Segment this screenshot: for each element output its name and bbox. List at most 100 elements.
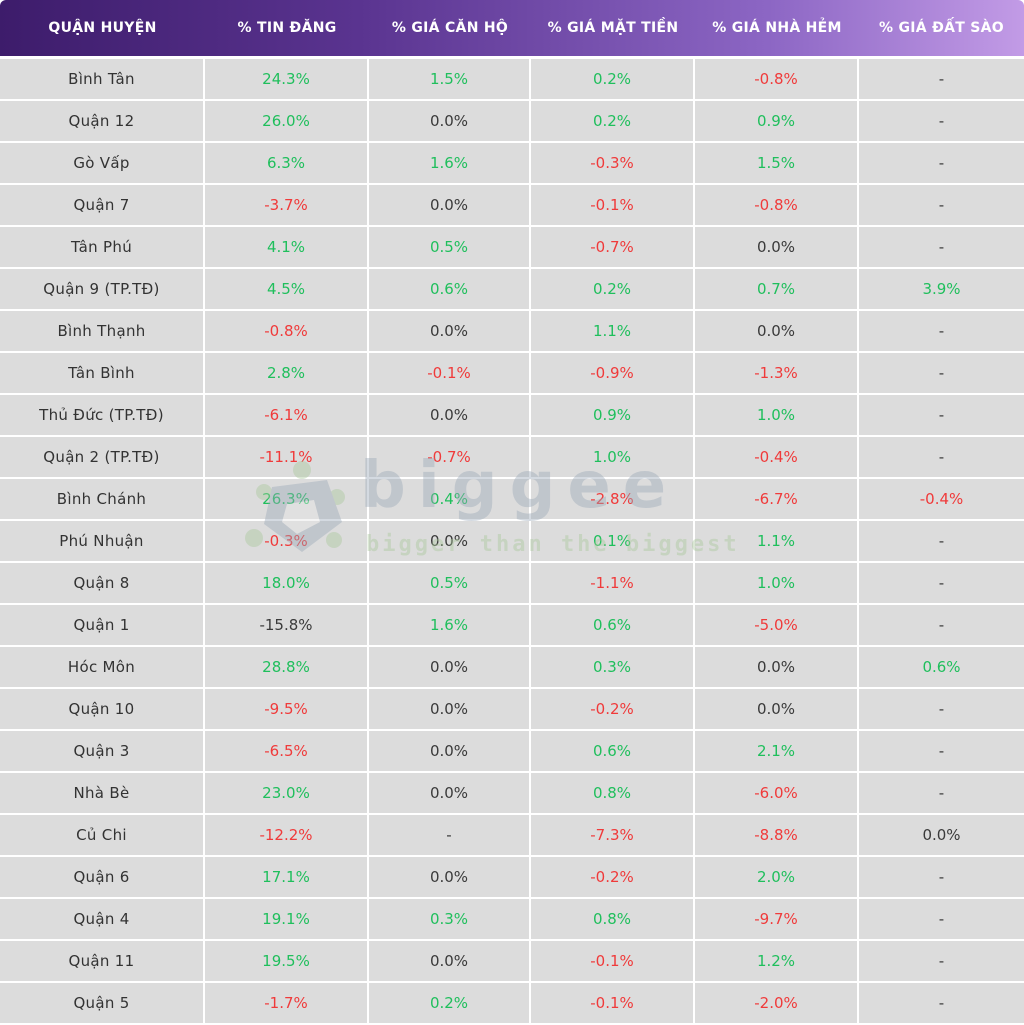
land-price-cell: - [859,605,1024,647]
header-apartment-price: % GIÁ CĂN HỘ [391,20,509,36]
listings-cell: 19.1% [205,899,369,941]
district-name-cell: Hóc Môn [0,647,205,689]
apartment-price-cell: -0.7% [369,437,531,479]
land-price-cell: - [859,353,1024,395]
land-price-cell: 0.6% [859,647,1024,689]
alley-house-price-cell: 1.2% [695,941,859,983]
alley-house-price-cell: -5.0% [695,605,859,647]
apartment-price-cell: -0.1% [369,353,531,395]
alley-house-price-cell: 1.0% [695,395,859,437]
listings-cell: -1.7% [205,983,369,1025]
table-row: Củ Chi -12.2% - -7.3% -8.8% 0.0% [0,815,1024,857]
listings-cell: 2.8% [205,353,369,395]
district-name-cell: Bình Thạnh [0,311,205,353]
listings-cell: -6.5% [205,731,369,773]
alley-house-price-cell: 1.0% [695,563,859,605]
district-name-cell: Bình Tân [0,56,205,101]
listings-cell: 24.3% [205,56,369,101]
listings-cell: 18.0% [205,563,369,605]
district-name-cell: Nhà Bè [0,773,205,815]
table-row: Quận 2 (TP.TĐ) -11.1% -0.7% 1.0% -0.4% - [0,437,1024,479]
street-front-price-cell: 0.8% [531,773,695,815]
street-front-price-cell: -0.3% [531,143,695,185]
apartment-price-cell: 0.5% [369,227,531,269]
apartment-price-cell: 0.6% [369,269,531,311]
apartment-price-cell: 0.0% [369,521,531,563]
listings-cell: 4.1% [205,227,369,269]
alley-house-price-cell: -0.8% [695,185,859,227]
alley-house-price-cell: -8.8% [695,815,859,857]
district-name-cell: Quận 1 [0,605,205,647]
apartment-price-cell: 0.0% [369,101,531,143]
district-name-cell: Quận 11 [0,941,205,983]
land-price-cell: - [859,56,1024,101]
table-header-row: QUẬN HUYỆN % TIN ĐĂNG % GIÁ CĂN HỘ % GIÁ… [0,0,1024,56]
district-name-cell: Phú Nhuận [0,521,205,563]
land-price-cell: - [859,521,1024,563]
land-price-cell: - [859,731,1024,773]
table-row: Quận 5 -1.7% 0.2% -0.1% -2.0% - [0,983,1024,1025]
listings-cell: 28.8% [205,647,369,689]
alley-house-price-cell: -0.8% [695,56,859,101]
alley-house-price-cell: 0.0% [695,647,859,689]
land-price-cell: - [859,857,1024,899]
listings-cell: -0.8% [205,311,369,353]
apartment-price-cell: 1.6% [369,605,531,647]
alley-house-price-cell: -6.0% [695,773,859,815]
alley-house-price-cell: 1.5% [695,143,859,185]
header-alley-house-price: % GIÁ NHÀ HẺM [712,20,842,36]
apartment-price-cell: 1.5% [369,56,531,101]
apartment-price-cell: 0.0% [369,731,531,773]
table-row: Thủ Đức (TP.TĐ) -6.1% 0.0% 0.9% 1.0% - [0,395,1024,437]
table-row: Bình Tân 24.3% 1.5% 0.2% -0.8% - [0,56,1024,101]
land-price-cell: - [859,983,1024,1025]
listings-cell: -12.2% [205,815,369,857]
street-front-price-cell: -7.3% [531,815,695,857]
listings-cell: 17.1% [205,857,369,899]
apartment-price-cell: 0.0% [369,647,531,689]
table-row: Quận 4 19.1% 0.3% 0.8% -9.7% - [0,899,1024,941]
street-front-price-cell: 0.1% [531,521,695,563]
street-front-price-cell: -2.8% [531,479,695,521]
apartment-price-cell: 1.6% [369,143,531,185]
apartment-price-cell: 0.0% [369,395,531,437]
street-front-price-cell: -0.2% [531,857,695,899]
listings-cell: -15.8% [205,605,369,647]
district-name-cell: Quận 7 [0,185,205,227]
alley-house-price-cell: 0.0% [695,227,859,269]
alley-house-price-cell: -9.7% [695,899,859,941]
land-price-cell: - [859,941,1024,983]
header-district: QUẬN HUYỆN [48,20,157,36]
district-name-cell: Quận 9 (TP.TĐ) [0,269,205,311]
district-name-cell: Quận 8 [0,563,205,605]
land-price-cell: - [859,143,1024,185]
street-front-price-cell: 0.6% [531,605,695,647]
listings-cell: 26.3% [205,479,369,521]
street-front-price-cell: 0.9% [531,395,695,437]
header-land-price: % GIÁ ĐẤT SÀO [878,20,1005,36]
land-price-cell: - [859,563,1024,605]
apartment-price-cell: 0.0% [369,689,531,731]
listings-cell: -6.1% [205,395,369,437]
listings-cell: 23.0% [205,773,369,815]
land-price-cell: - [859,101,1024,143]
alley-house-price-cell: 0.0% [695,689,859,731]
table-row: Quận 10 -9.5% 0.0% -0.2% 0.0% - [0,689,1024,731]
district-name-cell: Quận 6 [0,857,205,899]
land-price-cell: - [859,773,1024,815]
listings-cell: -9.5% [205,689,369,731]
table-row: Phú Nhuận -0.3% 0.0% 0.1% 1.1% - [0,521,1024,563]
land-price-cell: - [859,899,1024,941]
apartment-price-cell: 0.2% [369,983,531,1025]
table-body: Bình Tân 24.3% 1.5% 0.2% -0.8% - Quận 12 26.0% 0… [0,56,1024,1025]
alley-house-price-cell: -6.7% [695,479,859,521]
apartment-price-cell: 0.0% [369,773,531,815]
apartment-price-cell: 0.0% [369,185,531,227]
district-name-cell: Gò Vấp [0,143,205,185]
street-front-price-cell: 1.0% [531,437,695,479]
listings-cell: 6.3% [205,143,369,185]
land-price-cell: - [859,185,1024,227]
land-price-cell: -0.4% [859,479,1024,521]
table-row: Gò Vấp 6.3% 1.6% -0.3% 1.5% - [0,143,1024,185]
apartment-price-cell: 0.4% [369,479,531,521]
